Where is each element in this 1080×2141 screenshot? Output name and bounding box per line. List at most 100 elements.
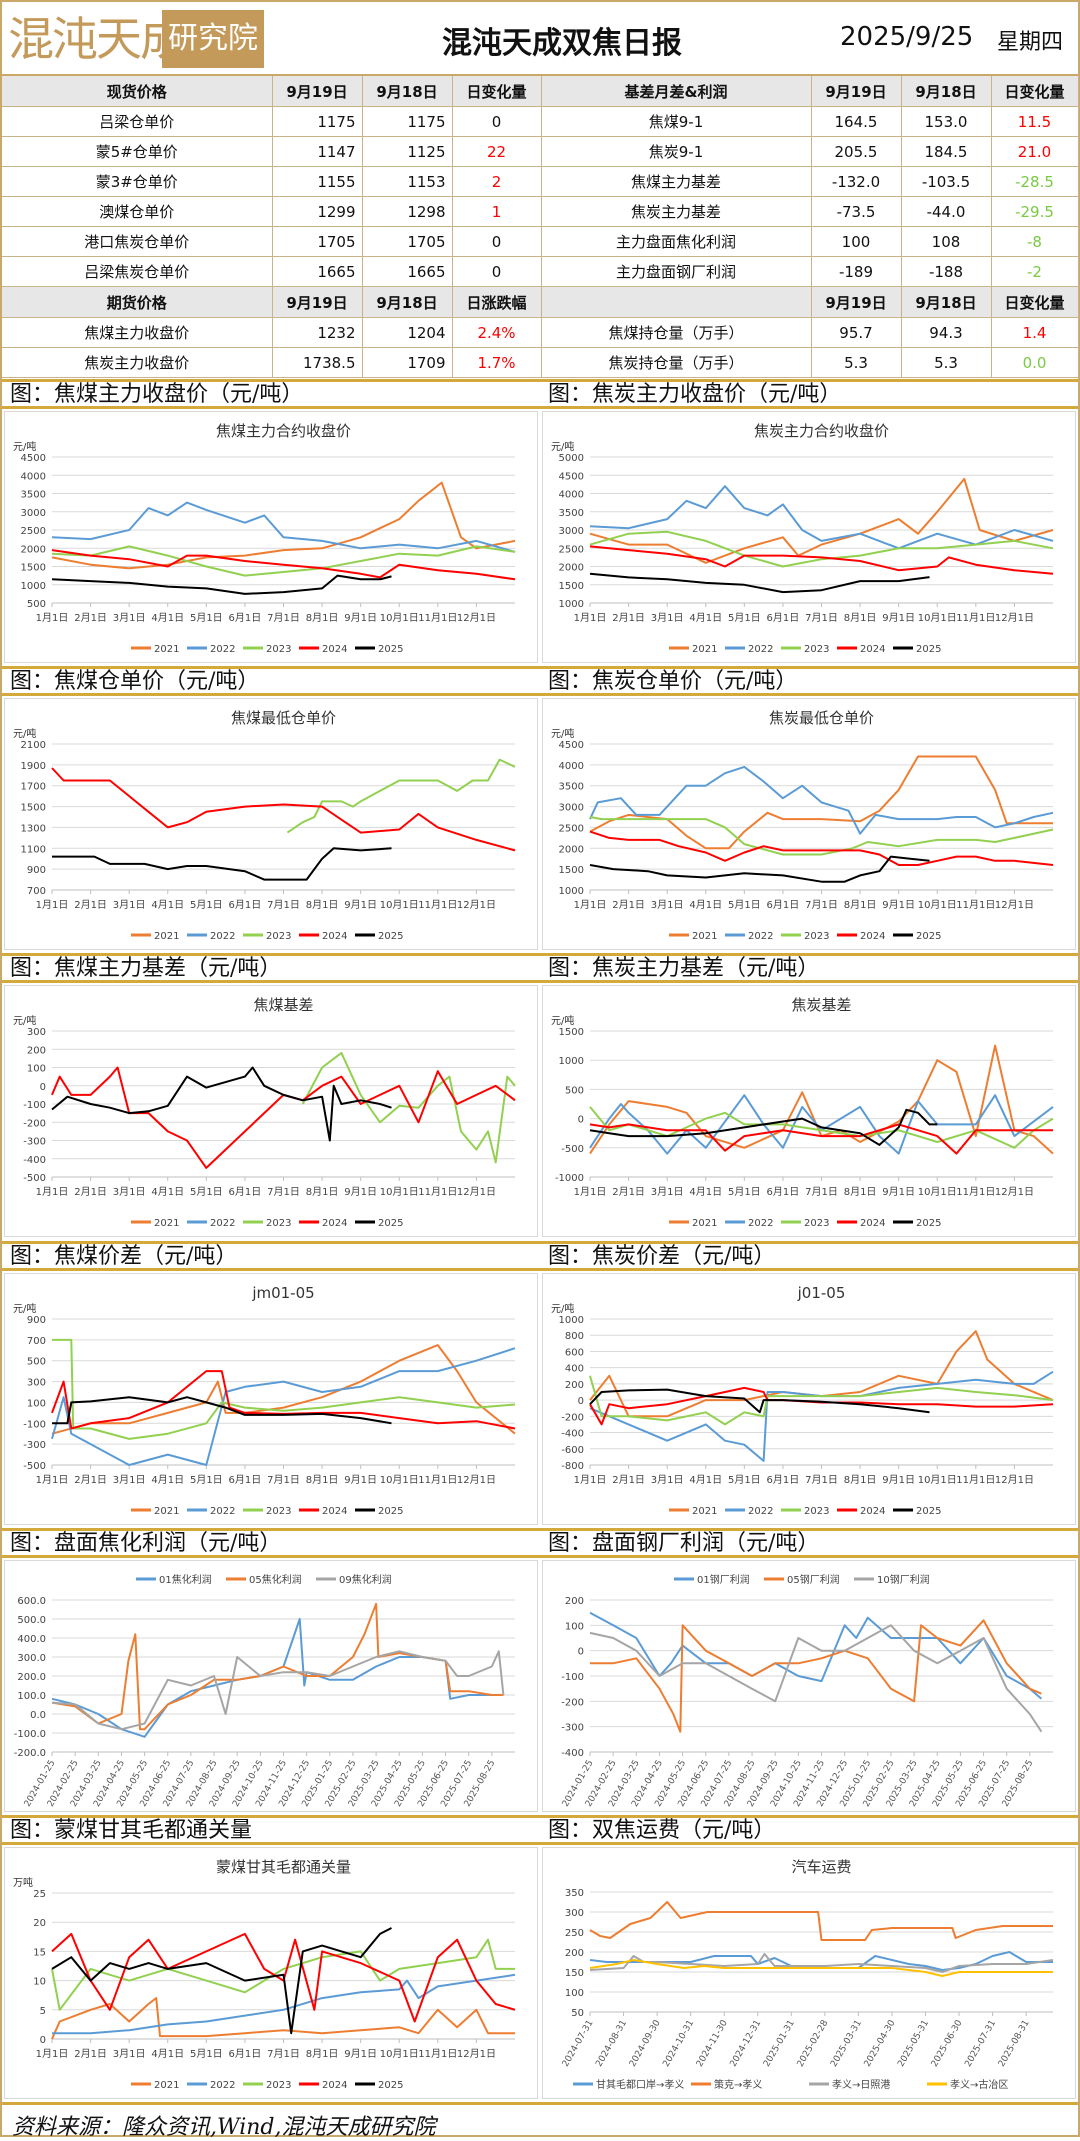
x-tick-label: 11月1日 xyxy=(418,1186,457,1198)
legend-item: 2023 xyxy=(781,1506,829,1517)
y-tick-label: 700 xyxy=(27,886,46,897)
section-title-bar: 图：焦煤主力基差（元/吨） 图：焦炭主力基差（元/吨） xyxy=(2,953,1078,984)
column-header: 日变化量 xyxy=(991,76,1079,107)
column-header: 基差月差&利润 xyxy=(541,76,812,107)
x-tick-label: 10月1日 xyxy=(380,2048,419,2060)
legend-label: 2024 xyxy=(322,2080,347,2091)
series-line-2021 xyxy=(51,1343,516,1435)
y-tick-label: 0 xyxy=(578,1396,584,1407)
legend-item: 2022 xyxy=(187,1218,235,1229)
x-tick-label: 6月1日 xyxy=(229,899,262,911)
y-tick-label: -100 xyxy=(561,1672,584,1683)
legend-label: 2022 xyxy=(210,2080,235,2091)
x-tick-label: 5月1日 xyxy=(728,899,761,911)
y-tick-label: 1500 xyxy=(559,865,584,876)
legend-label: 2023 xyxy=(266,644,291,655)
legend-label: 2025 xyxy=(378,1506,403,1517)
legend-item: 2025 xyxy=(355,2080,403,2091)
x-tick-label: 4月1日 xyxy=(151,2048,184,2060)
column-header: 期货价格 xyxy=(2,286,273,318)
y-tick-label: 1000 xyxy=(559,599,584,610)
series-line-01钢厂利润 xyxy=(589,1611,1043,1700)
report-header: 混沌天成 研究院 混沌天成双焦日报 2025/9/25 星期四 xyxy=(2,2,1078,77)
chart-panel: 焦炭基差 元/吨 -1000 -500 0 500 1000 1500 1月1日 2月1日 3月1日… xyxy=(542,985,1076,1238)
y-tick-label: 1300 xyxy=(21,824,46,835)
row-label: 焦炭主力基差 xyxy=(541,196,812,227)
y-tick-label: 5000 xyxy=(559,453,584,464)
x-tick-label: 1月1日 xyxy=(574,899,607,911)
x-tick-label: 11月1日 xyxy=(956,1474,995,1486)
y-tick-label: -200 xyxy=(561,1412,584,1423)
price-value: 1738.5 xyxy=(272,347,363,378)
chart-title: 蒙煤甘其毛都通关量 xyxy=(216,1858,351,1876)
y-tick-label: 3000 xyxy=(21,508,46,519)
price-value: 94.3 xyxy=(901,317,992,348)
legend-label: 策克→孝义 xyxy=(714,2078,762,2091)
series-line-2022 xyxy=(52,1973,516,2035)
series-line-2023 xyxy=(286,758,516,834)
legend-label: 2023 xyxy=(266,2080,291,2091)
price-value: 205.5 xyxy=(811,136,902,167)
series-line-2022 xyxy=(589,485,1054,550)
row-label: 焦煤主力收盘价 xyxy=(2,317,273,348)
section-title: 图：焦煤主力基差（元/吨） xyxy=(10,956,282,982)
x-tick-label: 4月1日 xyxy=(151,612,184,624)
y-tick-label: 4500 xyxy=(559,471,584,482)
chart-title: 焦炭最低仓单价 xyxy=(769,709,874,727)
y-tick-label: -500 xyxy=(23,1461,46,1472)
legend-item: 2023 xyxy=(781,931,829,942)
legend-label: 2025 xyxy=(378,931,403,942)
series-line-2025 xyxy=(589,1109,938,1147)
x-tick-label: 10月1日 xyxy=(380,899,419,911)
y-tick-label: -400 xyxy=(561,1428,584,1439)
y-tick-label: 2500 xyxy=(559,544,584,555)
x-tick-label: 9月1日 xyxy=(344,612,377,624)
y-tick-label: 4000 xyxy=(559,490,584,501)
y-tick-label: 4000 xyxy=(21,471,46,482)
series-line-2021 xyxy=(51,481,516,570)
y-tick-label: 100 xyxy=(565,1988,584,1999)
change-value: 2 xyxy=(452,166,542,197)
series-line-2024 xyxy=(589,1123,1053,1155)
section-title: 图：盘面钢厂利润（元/吨） xyxy=(548,1530,820,1556)
legend-label: 2021 xyxy=(154,2080,179,2091)
y-tick-label: -800 xyxy=(561,1461,584,1472)
x-tick-label: 12月1日 xyxy=(995,612,1034,624)
legend-label: 2023 xyxy=(804,644,829,655)
x-tick-label: 2月1日 xyxy=(612,1186,645,1198)
y-tick-label: -200 xyxy=(561,1697,584,1708)
chart-title: 汽车运费 xyxy=(791,1858,851,1876)
x-tick-label: 9月1日 xyxy=(882,612,915,624)
change-value: -8 xyxy=(991,226,1079,257)
x-tick-label: 12月1日 xyxy=(457,1186,496,1198)
legend-item: 2025 xyxy=(893,644,941,655)
y-tick-label: 2500 xyxy=(21,526,46,537)
y-tick-label: -100 xyxy=(23,1419,46,1430)
y-tick-label: 0 xyxy=(40,2035,46,2046)
price-value: 1665 xyxy=(362,256,453,287)
y-tick-label: 500.0 xyxy=(17,1615,46,1626)
price-value: -188 xyxy=(901,256,992,287)
x-tick-label: 12月1日 xyxy=(995,1474,1034,1486)
legend-item: 策克→孝义 xyxy=(691,2078,762,2091)
legend-label: 2022 xyxy=(748,1506,773,1517)
legend-item: 2023 xyxy=(243,644,291,655)
column-header: 9月19日 xyxy=(272,76,363,107)
table-row: 蒙5#仓单价 1147 1125 22 焦炭9-1 205.5 184.5 21.0 xyxy=(2,136,1079,167)
legend-label: 2021 xyxy=(692,1218,717,1229)
legend-label: 2022 xyxy=(748,644,773,655)
price-value: 184.5 xyxy=(901,136,992,167)
y-tick-label: 0 xyxy=(578,1646,584,1657)
y-tick-label: -400 xyxy=(561,1748,584,1759)
x-tick-label: 5月1日 xyxy=(190,899,223,911)
series-line-2022 xyxy=(51,1346,516,1466)
price-value: 108 xyxy=(901,226,992,257)
legend-item: 2025 xyxy=(355,644,403,655)
series-line-2025 xyxy=(52,847,392,881)
legend-label: 2022 xyxy=(210,931,235,942)
legend-item: 2023 xyxy=(781,644,829,655)
series-line-2025 xyxy=(52,1395,392,1424)
legend-item: 2024 xyxy=(299,2080,347,2091)
change-value: 21.0 xyxy=(991,136,1079,167)
